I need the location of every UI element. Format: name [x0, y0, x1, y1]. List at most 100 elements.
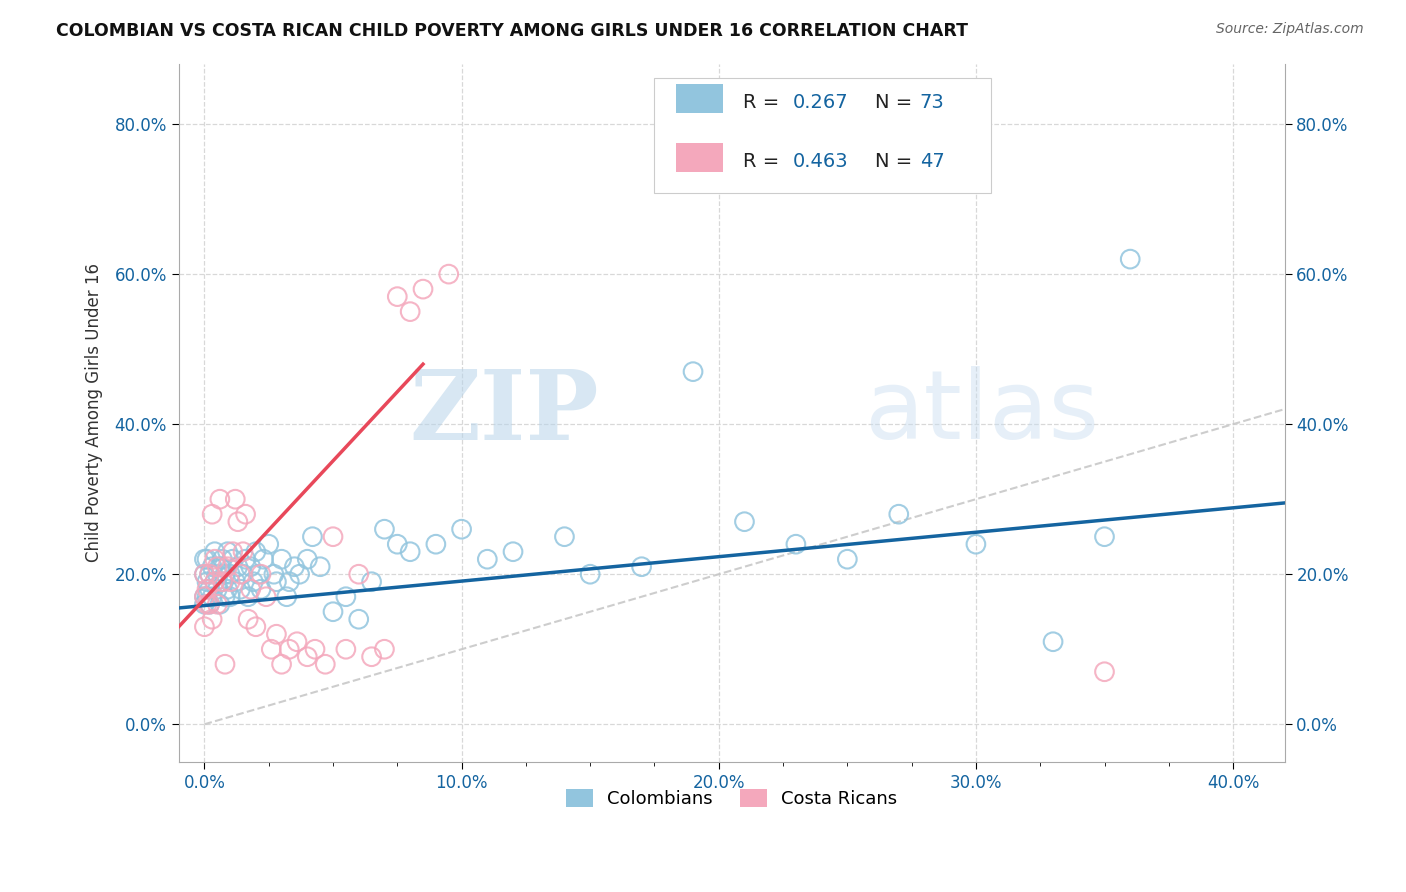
Point [477, 552, 499, 566]
Point [198, 597, 221, 611]
Text: ZIP: ZIP [409, 366, 599, 460]
Point [222, 552, 245, 566]
Point [297, 552, 319, 566]
Point [193, 567, 215, 582]
Point [208, 492, 231, 507]
Point [965, 537, 987, 551]
Point [266, 627, 288, 641]
Point [283, 559, 305, 574]
Point [201, 559, 224, 574]
Point [198, 597, 221, 611]
Point [219, 590, 242, 604]
Point [387, 537, 409, 551]
Point [214, 567, 236, 582]
Point [236, 612, 259, 626]
Point [235, 507, 257, 521]
Point [263, 567, 285, 582]
Point [211, 574, 233, 589]
Text: R =: R = [742, 93, 785, 112]
Point [335, 590, 357, 604]
Point [254, 590, 277, 604]
Point [201, 590, 224, 604]
Point [257, 537, 280, 551]
Point [314, 657, 336, 672]
Point [322, 605, 344, 619]
Text: Source: ZipAtlas.com: Source: ZipAtlas.com [1216, 22, 1364, 37]
Point [553, 530, 575, 544]
Point [195, 552, 218, 566]
Point [207, 567, 229, 582]
FancyBboxPatch shape [676, 84, 723, 113]
Point [266, 574, 288, 589]
Point [1119, 252, 1142, 266]
Point [217, 582, 239, 597]
Point [214, 657, 236, 672]
Point [198, 567, 221, 582]
Y-axis label: Child Poverty Among Girls Under 16: Child Poverty Among Girls Under 16 [86, 263, 103, 563]
Point [193, 552, 215, 566]
FancyBboxPatch shape [654, 78, 991, 194]
Point [232, 567, 254, 582]
Point [217, 545, 239, 559]
Point [733, 515, 755, 529]
Point [245, 620, 267, 634]
Point [198, 567, 221, 582]
Point [250, 582, 273, 597]
Point [193, 597, 215, 611]
Point [360, 649, 382, 664]
Point [211, 574, 233, 589]
Point [207, 597, 229, 611]
Point [214, 590, 236, 604]
Point [201, 612, 224, 626]
Point [425, 537, 447, 551]
Point [201, 507, 224, 521]
Point [887, 507, 910, 521]
Point [232, 545, 254, 559]
Text: 0.267: 0.267 [793, 93, 848, 112]
Point [229, 567, 252, 582]
FancyBboxPatch shape [676, 144, 723, 172]
Point [309, 559, 332, 574]
Text: R =: R = [742, 153, 785, 171]
Point [278, 574, 301, 589]
Point [304, 642, 326, 657]
Point [682, 365, 704, 379]
Point [193, 590, 215, 604]
Point [278, 642, 301, 657]
Point [207, 559, 229, 574]
Point [399, 304, 422, 318]
Point [387, 290, 409, 304]
Point [204, 574, 226, 589]
Point [195, 590, 218, 604]
Text: 73: 73 [920, 93, 945, 112]
Point [219, 567, 242, 582]
Point [245, 545, 267, 559]
Point [270, 657, 292, 672]
Point [193, 620, 215, 634]
Text: N =: N = [876, 93, 920, 112]
Point [226, 559, 249, 574]
Point [204, 574, 226, 589]
Point [217, 559, 239, 574]
Point [1094, 665, 1116, 679]
Point [250, 567, 273, 582]
Point [347, 612, 370, 626]
Legend: Colombians, Costa Ricans: Colombians, Costa Ricans [558, 781, 905, 815]
Point [252, 552, 274, 566]
Point [204, 545, 226, 559]
Point [207, 582, 229, 597]
Point [224, 574, 246, 589]
Point [222, 545, 245, 559]
Point [208, 559, 231, 574]
Text: N =: N = [876, 153, 920, 171]
Text: 0.463: 0.463 [793, 153, 848, 171]
Point [198, 582, 221, 597]
Point [437, 267, 460, 281]
Text: 47: 47 [920, 153, 945, 171]
Text: atlas: atlas [865, 367, 1099, 459]
Point [502, 545, 524, 559]
Point [193, 590, 215, 604]
Point [239, 582, 262, 597]
Point [579, 567, 602, 582]
Point [229, 582, 252, 597]
